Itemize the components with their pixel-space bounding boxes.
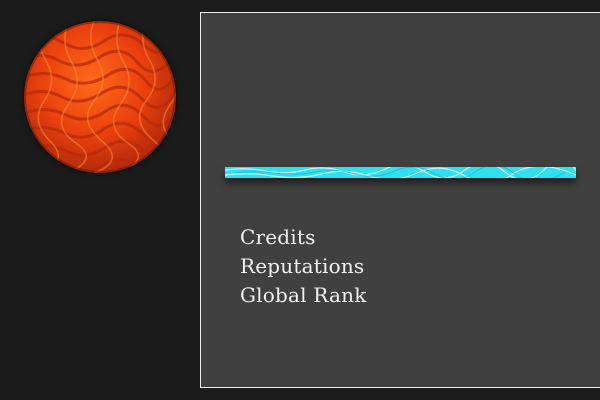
sidebar	[0, 0, 200, 400]
stat-reputations: Reputations	[240, 254, 365, 278]
profile-panel: Credits Reputations Global Rank	[200, 12, 600, 388]
progress-bar-fill	[225, 167, 576, 178]
stat-credits: Credits	[240, 225, 316, 249]
progress-bar	[225, 167, 576, 178]
stat-global-rank: Global Rank	[240, 283, 367, 307]
stats-list: Credits Reputations Global Rank	[240, 223, 367, 310]
planet-icon[interactable]	[24, 21, 176, 173]
